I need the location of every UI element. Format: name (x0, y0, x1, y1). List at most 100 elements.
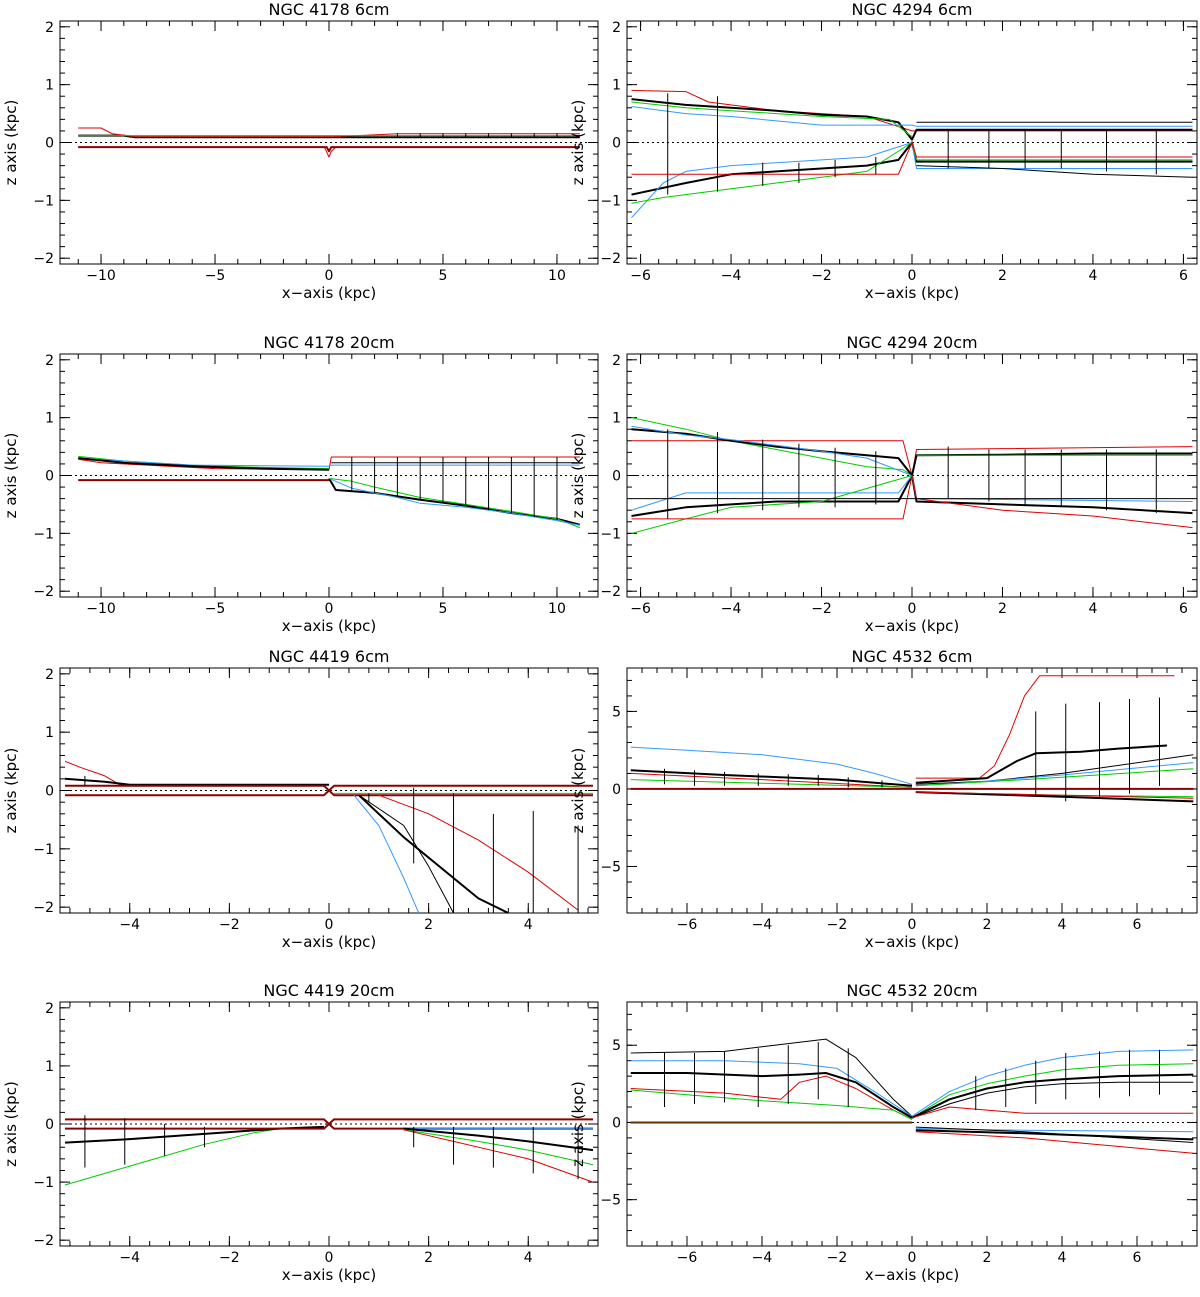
x-tick-label: −5 (205, 601, 226, 617)
x-tick-label: −10 (86, 601, 116, 617)
series-black-upper-right (911, 1073, 1194, 1119)
series-green-upper-left (630, 779, 913, 788)
series-black-upper-left (630, 769, 913, 787)
y-tick-label: −2 (600, 584, 621, 600)
series-black-lower-right (915, 1129, 1194, 1141)
x-tick-label: 4 (1058, 917, 1067, 933)
series-blue-upper (631, 106, 1193, 127)
series-group (78, 455, 581, 529)
y-tick-label: 1 (45, 78, 54, 94)
x-tick-label: 0 (325, 1250, 334, 1266)
y-tick-label: 0 (45, 1117, 54, 1133)
series-blue-upper (78, 457, 580, 467)
x-tick-label: 2 (983, 917, 992, 933)
x-tick-label: 0 (325, 268, 334, 284)
y-axis-label: z axis (kpc) (2, 748, 20, 834)
panel-title: NGC 4178 6cm (269, 0, 390, 19)
series-green-right (915, 768, 1194, 787)
x-tick-label: −4 (119, 1250, 140, 1266)
series-black-upper (631, 428, 1193, 477)
series-green-lower (631, 142, 1193, 204)
panel-title: NGC 4532 20cm (846, 981, 977, 1000)
panel-5: NGC 4419 6cm −4 −2 0 2 4 −2 −1 0 1 2 x−axis (kpc) z … (2, 647, 599, 951)
x-tick-label: 5 (439, 268, 448, 284)
series-blue-lower (328, 477, 580, 526)
y-tick-label: 5 (612, 704, 621, 720)
x-tick-label: 6 (1179, 268, 1188, 284)
series-blue-lower (353, 794, 420, 913)
y-axis-label: z axis (kpc) (2, 1081, 20, 1167)
y-tick-label: 2 (612, 20, 621, 36)
series-group (630, 1038, 1194, 1154)
y-tick-label: −1 (33, 842, 54, 858)
series-black-lower-right (403, 1127, 594, 1152)
x-tick-label: −10 (86, 268, 116, 284)
series-group (630, 675, 1194, 803)
panel-title: NGC 4532 6cm (852, 647, 973, 666)
series-group (64, 1115, 594, 1186)
x-tick-label: 0 (908, 268, 917, 284)
y-tick-label: −1 (33, 193, 54, 209)
x-tick-label: −2 (827, 1250, 848, 1266)
x-tick-label: 4 (1088, 268, 1097, 284)
series-thin-black-lower-right (915, 1126, 1194, 1143)
y-tick-label: 0 (612, 136, 621, 152)
series-blue-upper-left (630, 746, 913, 785)
y-tick-label: 2 (45, 667, 54, 683)
y-tick-label: 0 (45, 469, 54, 485)
x-tick-label: 0 (908, 917, 917, 933)
x-tick-label: −2 (827, 917, 848, 933)
series-black-upper (78, 457, 330, 471)
panel-8: NGC 4532 20cm −6 −4 −2 0 2 4 6 −5 0 5 x−axis (kpc) z… (569, 981, 1198, 1284)
series-group (78, 127, 580, 158)
x-tick-label: 10 (548, 268, 566, 284)
x-tick-label: 4 (1058, 1250, 1067, 1266)
series-green-lower-left (64, 1128, 280, 1186)
x-axis-label: x−axis (kpc) (282, 617, 376, 635)
y-tick-label: 2 (612, 353, 621, 369)
panel-2: NGC 4294 6cm −6 −4 −2 0 2 4 6 −2 −1 0 1 2 x−axis (kpc… (569, 0, 1198, 302)
series-red-lower (631, 142, 1193, 175)
series-red-upper-left (630, 1075, 913, 1120)
series-red-lower-right (915, 791, 1194, 799)
series-black-lower (631, 141, 1193, 196)
x-axis-label: x−axis (kpc) (865, 617, 959, 635)
series-darkred-lower (65, 789, 593, 797)
series-blue-upper (631, 425, 913, 476)
x-tick-label: 6 (1179, 601, 1188, 617)
x-tick-label: 6 (1133, 1250, 1142, 1266)
x-tick-label: −4 (721, 268, 742, 284)
y-axis-label: z axis (kpc) (2, 433, 20, 519)
x-tick-label: 2 (983, 1250, 992, 1266)
x-tick-label: 2 (424, 1250, 433, 1266)
x-tick-label: −4 (721, 601, 742, 617)
x-tick-label: −4 (752, 917, 773, 933)
x-tick-label: 4 (1088, 601, 1097, 617)
y-tick-label: 1 (45, 725, 54, 741)
series-red-upper (631, 440, 1193, 476)
series-green-lower (631, 475, 913, 534)
series-black-upper-left (630, 1072, 913, 1119)
x-tick-label: −6 (630, 601, 651, 617)
series-green-lower-right (403, 1129, 594, 1166)
series-red-lower-right (915, 1131, 1194, 1154)
y-tick-label: 2 (45, 20, 54, 36)
x-tick-label: −4 (752, 1250, 773, 1266)
x-axis-label: x−axis (kpc) (865, 933, 959, 951)
y-axis-label: z axis (kpc) (569, 1081, 587, 1167)
y-tick-label: 2 (45, 1001, 54, 1017)
x-tick-label: 0 (325, 917, 334, 933)
y-tick-label: 1 (612, 411, 621, 427)
series-group (631, 89, 1193, 219)
y-tick-label: −2 (33, 584, 54, 600)
y-tick-label: 0 (612, 782, 621, 798)
panel-title: NGC 4419 20cm (263, 981, 394, 1000)
x-tick-label: −6 (630, 268, 651, 284)
x-tick-label: −6 (677, 1250, 698, 1266)
y-tick-label: −1 (33, 526, 54, 542)
series-green-upper-right (911, 1063, 1194, 1119)
y-tick-label: 0 (612, 1115, 621, 1131)
